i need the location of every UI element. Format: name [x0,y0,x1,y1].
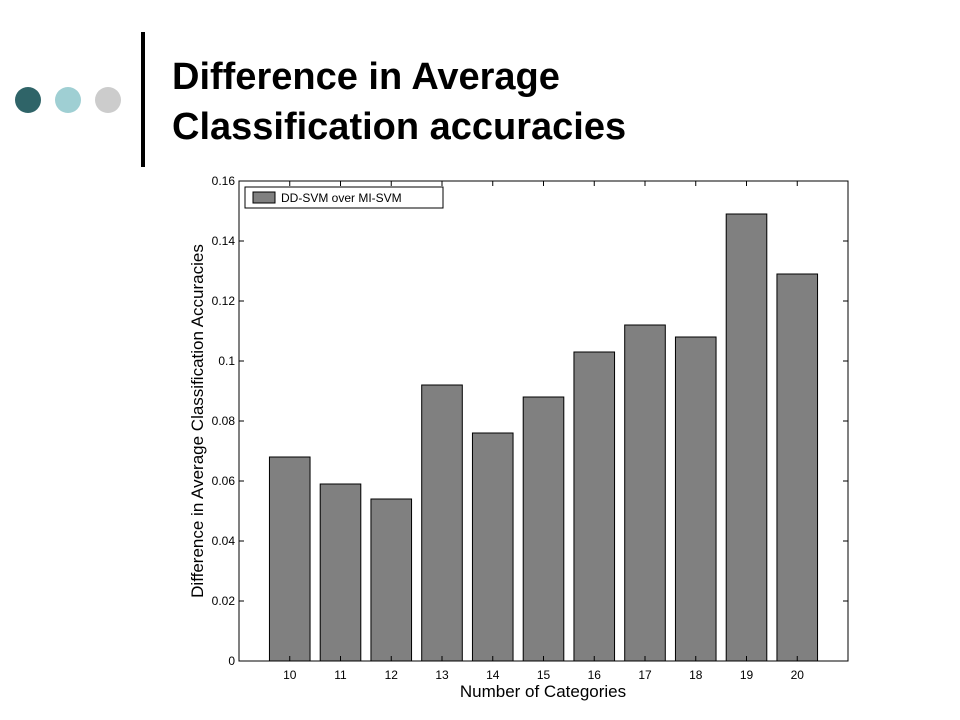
legend: DD-SVM over MI-SVM [244,186,444,209]
x-tick-label: 13 [435,668,449,682]
legend-label: DD-SVM over MI-SVM [281,191,402,205]
x-tick-label: 10 [283,668,297,682]
slide-title-line2: Classification accuracies [172,106,627,148]
bar-13 [421,384,463,662]
y-tick-label: 0 [228,654,235,668]
x-tick-label: 17 [638,668,652,682]
x-tick-label: 14 [486,668,500,682]
bar-14 [471,432,514,662]
y-tick-label: 0.16 [212,174,236,188]
x-tick-label: 15 [537,668,551,682]
y-tick-label: 0.1 [218,354,235,368]
bar-15 [522,396,565,662]
bullet-dot-gray [95,87,121,113]
bar-17 [624,324,666,662]
bar-16 [573,351,616,662]
x-axis-label: Number of Categories [460,682,626,701]
bar-20 [776,273,819,662]
bar-11 [319,483,362,662]
bar-18 [674,336,717,662]
bullet-dot-dark [15,87,41,113]
x-tick-label: 19 [740,668,754,682]
bar-19 [725,213,768,662]
bullet-dot-light [55,87,81,113]
x-tick-label: 16 [588,668,602,682]
bar-12 [370,498,413,662]
y-tick-label: 0.06 [212,474,236,488]
y-tick-label: 0.04 [212,534,236,548]
y-tick-label: 0.02 [212,594,236,608]
x-tick-label: 12 [385,668,399,682]
ticks-group: 10 11 12 13 14 15 16 17 18 19 20 0 0.02 0.04 0.06 0.08 0… [212,174,848,682]
y-tick-label: 0.08 [212,414,236,428]
x-tick-label: 11 [334,668,347,682]
bars-group [268,213,819,662]
y-axis-label: Difference in Average Classification Acc… [188,244,207,598]
slide-title-line1: Difference in Average [172,56,560,98]
x-tick-label: 20 [791,668,805,682]
title-divider [141,32,145,167]
x-tick-label: 18 [689,668,703,682]
legend-box [244,186,444,209]
y-tick-label: 0.14 [212,234,236,248]
slide-title: Difference in Average Classification acc… [172,52,932,152]
bar-10 [268,456,311,662]
y-tick-label: 0.12 [212,294,236,308]
legend-swatch [252,191,276,204]
